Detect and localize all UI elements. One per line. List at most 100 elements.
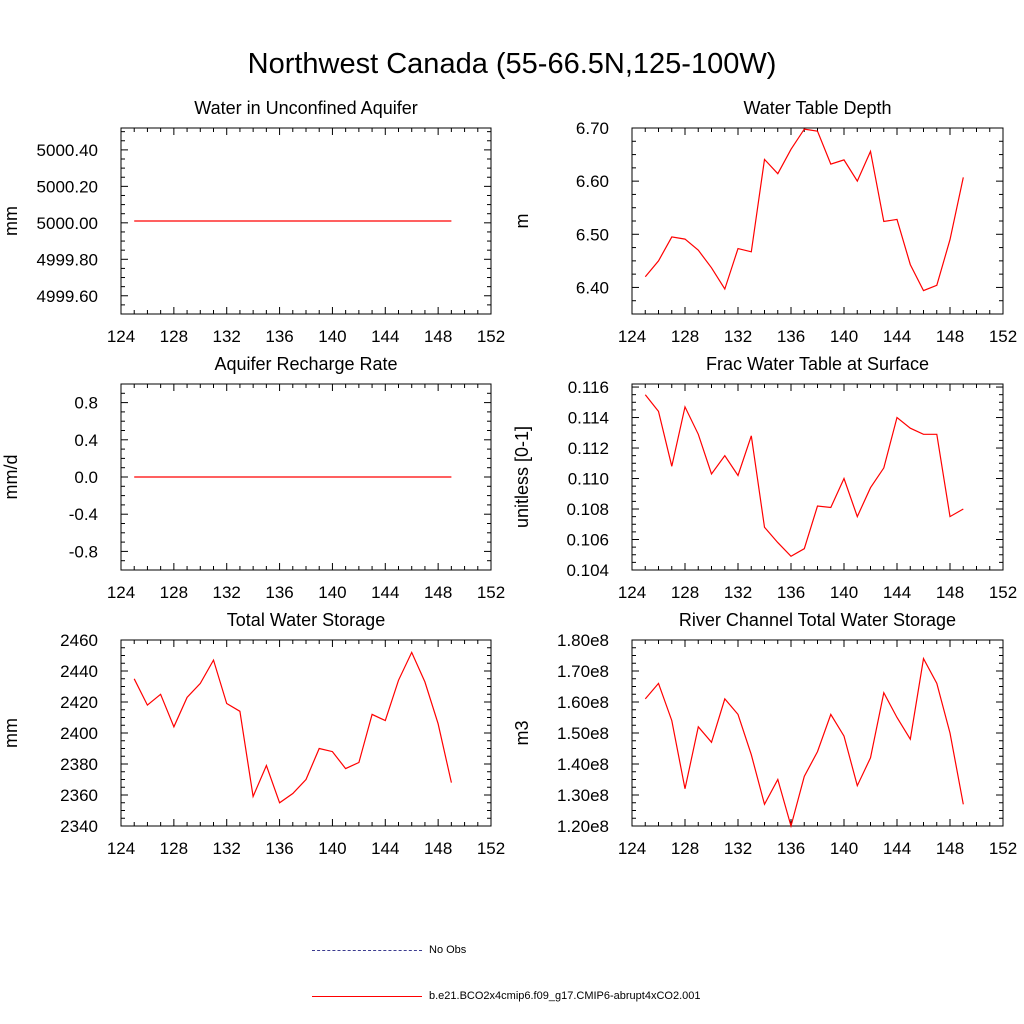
- panel-3: Aquifer Recharge Rate mm/d 124 128 132 136 140…: [1, 354, 505, 602]
- x-tick-label: 128: [671, 839, 699, 858]
- y-tick-label: 0.108: [566, 500, 609, 519]
- x-tick-label: 124: [618, 839, 646, 858]
- y-tick-label: 1.20e8: [557, 817, 609, 836]
- x-tick-label: 148: [936, 583, 964, 602]
- x-tick-label: 152: [989, 839, 1017, 858]
- panel-6: River Channel Total Water Storage m3 124 12…: [512, 610, 1017, 858]
- y-tick-label: 1.70e8: [557, 662, 609, 681]
- panel-4: Frac Water Table at Surface unitless [0-1…: [512, 354, 1017, 602]
- y-axis-label: m: [512, 214, 532, 229]
- y-tick-label: 2440: [60, 662, 98, 681]
- y-tick-label: 5000.00: [37, 214, 98, 233]
- y-tick-label: 0.106: [566, 531, 609, 550]
- y-tick-label: -0.4: [69, 505, 98, 524]
- panel-5: Total Water Storage mm 124 128 132 136 140 144 1…: [1, 610, 505, 858]
- x-tick-label: 140: [830, 839, 858, 858]
- y-tick-label: 0.8: [74, 394, 98, 413]
- x-tick-label: 132: [213, 327, 241, 346]
- y-axis-label: unitless [0-1]: [512, 426, 532, 528]
- y-tick-label: 1.40e8: [557, 755, 609, 774]
- legend-swatch-dashed: [312, 950, 422, 951]
- y-tick-label: 1.30e8: [557, 786, 609, 805]
- x-tick-label: 152: [989, 583, 1017, 602]
- legend-swatch-solid: [312, 996, 422, 997]
- x-tick-label: 124: [107, 583, 135, 602]
- x-tick-label: 144: [371, 583, 399, 602]
- plot-frame: [631, 127, 1004, 315]
- y-axis-label: mm: [1, 718, 21, 748]
- legend-label: b.e21.BCO2x4cmip6.f09_g17.CMIP6-abrupt4x…: [429, 990, 701, 1002]
- x-tick-label: 148: [424, 327, 452, 346]
- x-tick-label: 144: [883, 839, 911, 858]
- x-tick-label: 136: [265, 583, 293, 602]
- x-tick-label: 152: [477, 583, 505, 602]
- panel-title: Water Table Depth: [743, 98, 891, 118]
- x-tick-label: 144: [371, 327, 399, 346]
- x-tick-label: 132: [213, 583, 241, 602]
- y-tick-label: 2380: [60, 755, 98, 774]
- x-tick-label: 140: [830, 327, 858, 346]
- x-tick-label: 132: [724, 839, 752, 858]
- y-axis-label: mm: [1, 206, 21, 236]
- y-tick-label: 2420: [60, 693, 98, 712]
- panel-title: Aquifer Recharge Rate: [214, 354, 397, 374]
- x-tick-label: 148: [936, 839, 964, 858]
- x-tick-label: 136: [777, 839, 805, 858]
- panel-title: Water in Unconfined Aquifer: [194, 98, 417, 118]
- series-line: [644, 656, 964, 829]
- y-tick-label: 4999.60: [37, 287, 98, 306]
- x-tick-label: 136: [777, 583, 805, 602]
- y-axis-label: m3: [512, 720, 532, 745]
- x-tick-label: 140: [318, 583, 346, 602]
- y-tick-label: 1.60e8: [557, 693, 609, 712]
- plot-frame: [631, 639, 1004, 827]
- panel-title: River Channel Total Water Storage: [679, 610, 956, 630]
- x-tick-label: 128: [160, 327, 188, 346]
- x-tick-label: 128: [160, 839, 188, 858]
- x-tick-label: 128: [160, 583, 188, 602]
- panel-1: Water in Unconfined Aquifer mm 124 128 132 13…: [1, 98, 505, 346]
- x-tick-label: 124: [618, 583, 646, 602]
- series-line: [644, 128, 964, 292]
- y-tick-label: 6.60: [576, 172, 609, 191]
- figure-title: Northwest Canada (55-66.5N,125-100W): [247, 48, 777, 80]
- y-tick-label: 0.104: [566, 561, 609, 580]
- x-tick-label: 148: [936, 327, 964, 346]
- y-tick-label: 1.80e8: [557, 631, 609, 650]
- x-tick-label: 148: [424, 583, 452, 602]
- x-tick-label: 140: [830, 583, 858, 602]
- y-tick-label: 0.112: [568, 439, 609, 458]
- y-tick-label: 6.40: [576, 278, 609, 297]
- legend-label: No Obs: [429, 944, 467, 956]
- x-tick-label: 128: [671, 327, 699, 346]
- panel-2: Water Table Depth m 124 128 132 136 140 144 148 1…: [512, 98, 1017, 346]
- x-tick-label: 136: [265, 327, 293, 346]
- x-tick-label: 152: [477, 839, 505, 858]
- y-tick-label: -0.8: [69, 542, 98, 561]
- x-tick-label: 140: [318, 839, 346, 858]
- x-tick-label: 136: [265, 839, 293, 858]
- x-tick-label: 132: [213, 839, 241, 858]
- y-tick-label: 4999.80: [37, 250, 98, 269]
- y-tick-label: 5000.40: [37, 141, 98, 160]
- plot-frame: [120, 639, 492, 827]
- y-tick-label: 6.70: [576, 119, 609, 138]
- y-tick-label: 2400: [60, 724, 98, 743]
- y-tick-label: 0.110: [568, 470, 609, 489]
- x-tick-label: 152: [989, 327, 1017, 346]
- x-tick-label: 124: [107, 839, 135, 858]
- x-tick-label: 124: [107, 327, 135, 346]
- x-tick-label: 132: [724, 583, 752, 602]
- x-tick-label: 124: [618, 327, 646, 346]
- panel-title: Total Water Storage: [227, 610, 385, 630]
- y-tick-label: 5000.20: [37, 177, 98, 196]
- y-tick-label: 2360: [60, 786, 98, 805]
- y-tick-label: 0.116: [568, 378, 609, 397]
- x-tick-label: 144: [371, 839, 399, 858]
- x-tick-label: 152: [477, 327, 505, 346]
- x-tick-label: 136: [777, 327, 805, 346]
- y-tick-label: 2340: [60, 817, 98, 836]
- y-tick-label: 2460: [60, 631, 98, 650]
- y-tick-label: 0.0: [74, 468, 98, 487]
- series-line: [644, 394, 964, 558]
